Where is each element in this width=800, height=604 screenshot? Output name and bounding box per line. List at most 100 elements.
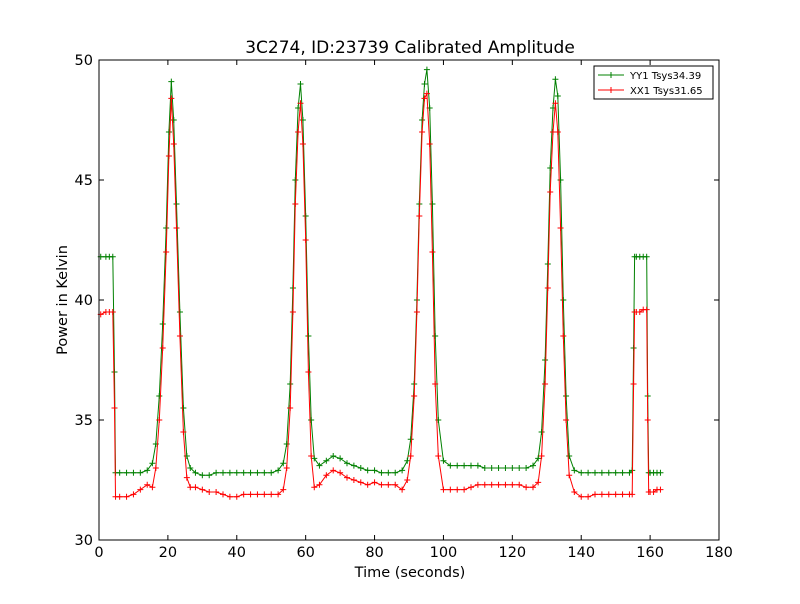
data-point-marker xyxy=(173,201,180,207)
data-point-marker xyxy=(643,253,650,260)
data-point-marker xyxy=(407,453,414,459)
data-point-marker xyxy=(364,467,371,474)
data-point-marker xyxy=(254,469,261,476)
x-tick-label: 180 xyxy=(705,545,733,561)
data-point-marker xyxy=(657,469,664,476)
data-point-marker xyxy=(481,465,488,471)
data-point-marker xyxy=(404,457,411,464)
data-point-marker xyxy=(292,177,299,183)
data-point-marker xyxy=(311,484,318,491)
data-point-marker xyxy=(392,481,399,488)
data-point-marker xyxy=(137,469,144,476)
x-axis-label: Time (seconds) xyxy=(354,565,466,581)
data-point-marker xyxy=(192,469,199,476)
data-point-marker xyxy=(206,472,213,479)
data-point-marker xyxy=(644,417,651,423)
data-point-marker xyxy=(156,417,163,423)
data-point-marker xyxy=(392,469,399,476)
data-point-marker xyxy=(495,465,502,471)
data-point-marker xyxy=(509,465,516,471)
x-tick-label: 140 xyxy=(567,545,595,561)
data-point-marker xyxy=(488,481,495,488)
data-point-marker xyxy=(566,453,573,459)
data-point-marker xyxy=(407,436,414,443)
data-point-marker xyxy=(535,455,542,462)
legend-marker xyxy=(608,87,614,93)
data-point-marker xyxy=(560,297,567,303)
data-point-marker xyxy=(563,393,570,399)
data-point-marker xyxy=(323,472,330,479)
data-point-marker xyxy=(159,345,166,351)
data-point-marker xyxy=(461,462,468,469)
data-point-marker xyxy=(426,141,433,147)
data-point-marker xyxy=(206,489,213,495)
data-point-marker xyxy=(168,78,175,85)
data-point-marker xyxy=(544,261,551,267)
data-point-marker xyxy=(421,95,428,102)
data-point-marker xyxy=(159,321,166,327)
data-point-marker xyxy=(289,309,296,315)
data-point-marker xyxy=(399,467,406,474)
data-point-marker xyxy=(330,453,337,459)
data-point-marker xyxy=(371,467,378,474)
data-point-marker xyxy=(109,253,116,260)
data-point-marker xyxy=(432,381,439,387)
legend-item: XX1 Tsys31.65 xyxy=(598,86,703,97)
data-point-marker xyxy=(495,481,502,488)
data-point-marker xyxy=(297,100,304,107)
series-layer xyxy=(97,66,664,500)
data-point-marker xyxy=(308,453,315,459)
data-point-marker xyxy=(240,469,247,476)
data-point-marker xyxy=(429,249,436,255)
data-point-marker xyxy=(542,381,549,387)
data-point-marker xyxy=(454,462,461,469)
data-point-marker xyxy=(447,462,454,469)
data-point-marker xyxy=(173,225,180,231)
data-point-marker xyxy=(187,484,194,491)
x-tick-label: 120 xyxy=(498,545,526,561)
data-point-marker xyxy=(364,481,371,488)
x-tick-label: 60 xyxy=(296,545,314,561)
data-point-marker xyxy=(538,429,545,435)
x-tick-label: 20 xyxy=(159,545,177,561)
data-point-marker xyxy=(316,481,323,488)
data-point-marker xyxy=(292,201,299,207)
data-point-marker xyxy=(308,417,315,423)
data-point-marker xyxy=(629,491,636,498)
data-point-marker xyxy=(268,491,275,498)
data-point-marker xyxy=(233,469,240,476)
data-point-marker xyxy=(109,309,116,315)
data-point-marker xyxy=(571,467,578,474)
data-point-marker xyxy=(130,491,137,498)
data-point-marker xyxy=(547,189,554,195)
data-point-marker xyxy=(399,486,406,493)
data-point-marker xyxy=(657,486,664,493)
x-tick-label: 100 xyxy=(430,545,458,561)
data-point-marker xyxy=(468,484,474,491)
x-tick-label: 80 xyxy=(365,545,383,561)
data-point-marker xyxy=(423,90,430,97)
data-point-marker xyxy=(530,462,536,469)
data-point-marker xyxy=(226,493,233,500)
data-point-marker xyxy=(111,369,118,375)
data-point-marker xyxy=(305,333,312,339)
data-point-marker xyxy=(413,309,420,315)
data-point-marker xyxy=(605,491,612,498)
x-tick-label: 40 xyxy=(228,545,246,561)
data-point-marker xyxy=(350,462,357,469)
data-point-marker xyxy=(554,93,561,99)
y-tick-label: 50 xyxy=(75,53,93,69)
data-point-marker xyxy=(176,309,183,315)
data-point-marker xyxy=(585,493,592,500)
data-point-marker xyxy=(137,486,144,493)
data-point-marker xyxy=(344,474,350,481)
data-point-marker xyxy=(516,465,523,471)
y-tick-label: 40 xyxy=(75,293,93,309)
data-point-marker xyxy=(419,129,426,135)
data-point-marker xyxy=(261,491,268,498)
data-point-marker xyxy=(357,479,364,486)
y-tick-label: 45 xyxy=(75,173,93,189)
legend-marker xyxy=(608,72,614,78)
data-point-marker xyxy=(630,381,637,387)
